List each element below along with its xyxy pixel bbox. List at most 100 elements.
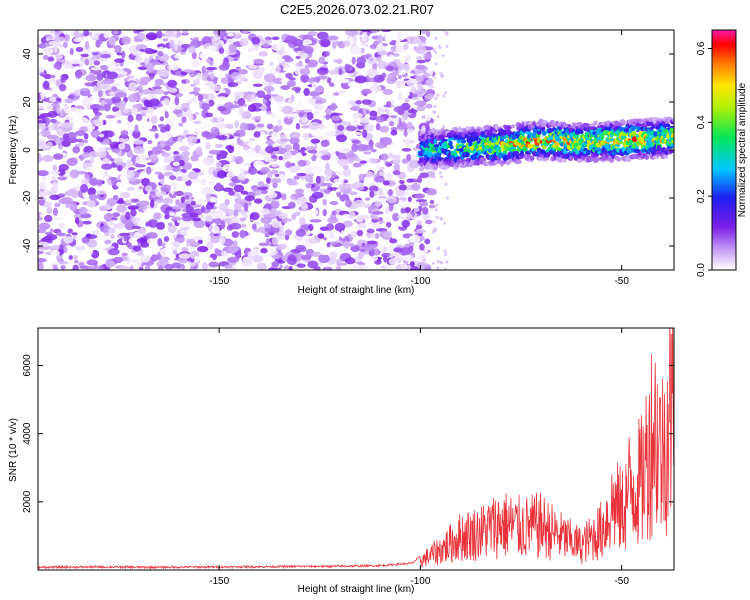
noise-speck (258, 226, 265, 233)
noise-speck (92, 229, 99, 236)
noise-speck (142, 142, 149, 149)
noise-speck (151, 146, 162, 155)
noise-speck (190, 83, 197, 88)
noise-speck (335, 188, 341, 193)
noise-speck (280, 85, 291, 90)
noise-speck (256, 262, 267, 270)
noise-speck (157, 265, 164, 270)
noise-speck (53, 266, 59, 270)
signal-cell (663, 154, 669, 159)
noise-speck (56, 105, 61, 115)
signal-cell (670, 128, 674, 133)
noise-speck (368, 157, 379, 164)
noise-speck (326, 223, 335, 231)
noise-speck (259, 208, 271, 215)
noise-speck (178, 253, 191, 259)
noise-speck (140, 242, 150, 248)
noise-speck (264, 213, 276, 218)
noise-speck (440, 261, 444, 265)
noise-speck (189, 241, 200, 248)
noise-speck (286, 80, 296, 88)
noise-speck (263, 73, 276, 83)
noise-speck (204, 122, 212, 128)
noise-speck (38, 170, 49, 177)
noise-speck (270, 200, 280, 209)
noise-speck (111, 106, 120, 113)
noise-speck (242, 106, 249, 111)
noise-speck (354, 193, 361, 199)
signal-cell (671, 117, 674, 123)
noise-speck (394, 37, 405, 41)
noise-speck (113, 222, 125, 229)
noise-speck (144, 251, 153, 257)
noise-speck (195, 146, 203, 155)
noise-speck (72, 146, 81, 154)
noise-speck (223, 101, 234, 110)
noise-speck (186, 135, 198, 144)
noise-speck (321, 155, 331, 161)
noise-speck (133, 245, 142, 252)
noise-speck (57, 176, 68, 181)
noise-speck (63, 104, 71, 114)
noise-speck (181, 215, 193, 222)
noise-speck (68, 255, 73, 260)
noise-speck (140, 126, 145, 135)
signal-cell (476, 140, 481, 144)
signal-cell (635, 123, 642, 127)
noise-speck (408, 160, 421, 169)
noise-speck (432, 175, 436, 179)
noise-speck (85, 166, 97, 172)
noise-speck (322, 198, 327, 206)
noise-speck (235, 95, 241, 100)
noise-speck (38, 140, 47, 149)
noise-speck (125, 211, 131, 221)
noise-speck (137, 66, 148, 71)
noise-speck (343, 240, 350, 249)
noise-speck (363, 123, 375, 132)
noise-speck (185, 94, 192, 103)
noise-speck (319, 248, 330, 256)
noise-speck (55, 61, 63, 65)
noise-speck (403, 43, 409, 51)
noise-speck (78, 262, 85, 267)
noise-speck (177, 136, 184, 143)
noise-speck (409, 58, 414, 67)
noise-speck (76, 170, 88, 175)
noise-speck (337, 124, 345, 131)
noise-speck (386, 195, 397, 204)
noise-speck (48, 96, 58, 102)
noise-speck (244, 146, 249, 150)
noise-speck (425, 219, 433, 225)
noise-speck (351, 143, 359, 152)
noise-speck (252, 45, 260, 51)
noise-speck (134, 55, 143, 63)
noise-speck (201, 186, 213, 196)
y-tick-label: 2000 (22, 490, 33, 513)
noise-speck (414, 193, 426, 199)
colorbar-tick-label: 0.4 (696, 115, 707, 129)
noise-speck (265, 176, 272, 184)
noise-speck (149, 191, 156, 196)
noise-speck (272, 181, 278, 189)
noise-speck (180, 51, 186, 55)
noise-speck (254, 144, 261, 154)
noise-speck (291, 195, 296, 200)
snr-x-axis-label: Height of straight line (km) (298, 584, 415, 595)
noise-speck (344, 257, 356, 265)
signal-cell (586, 139, 591, 144)
noise-speck (201, 256, 214, 263)
noise-speck (361, 88, 372, 95)
noise-speck (308, 121, 321, 131)
noise-speck (374, 200, 382, 207)
noise-speck (395, 39, 402, 49)
noise-speck (66, 178, 76, 187)
noise-speck (237, 97, 246, 106)
noise-speck (365, 171, 374, 179)
y-tick-label: 20 (22, 96, 33, 108)
noise-speck (284, 229, 293, 236)
noise-speck (302, 113, 308, 118)
noise-speck (266, 87, 272, 97)
signal-cell (418, 166, 425, 172)
noise-speck (123, 235, 128, 242)
noise-speck (434, 36, 438, 40)
